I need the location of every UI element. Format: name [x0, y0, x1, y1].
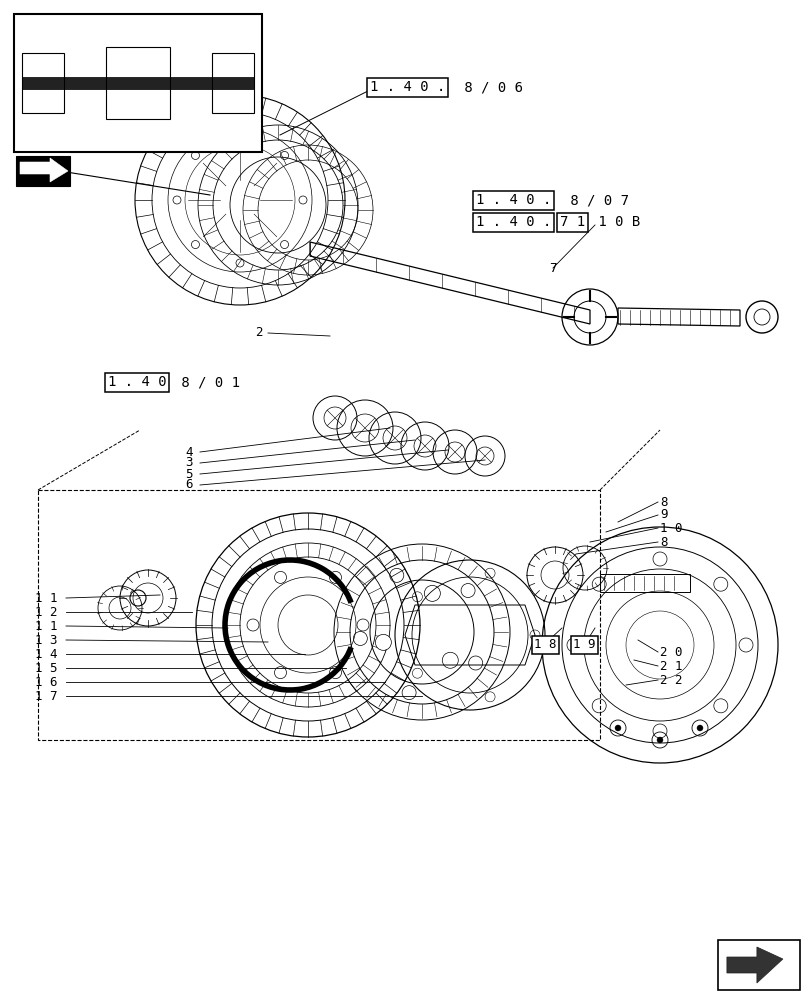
- Text: 1 5: 1 5: [35, 662, 58, 674]
- Circle shape: [424, 585, 440, 601]
- Bar: [106, 47, 169, 119]
- Text: 1 0 B: 1 0 B: [590, 215, 639, 229]
- Bar: [22, 53, 64, 113]
- Text: 7: 7: [548, 261, 556, 274]
- Text: 3: 3: [185, 456, 192, 470]
- Text: 1 . 4 0: 1 . 4 0: [108, 375, 166, 389]
- Bar: [38, 490, 599, 740]
- Text: 8: 8: [659, 495, 667, 508]
- Bar: [717, 940, 799, 990]
- Text: 1 8: 1 8: [534, 639, 556, 652]
- Text: 2: 2: [255, 326, 262, 340]
- Circle shape: [614, 725, 620, 731]
- Text: 1 4: 1 4: [35, 648, 58, 660]
- Bar: [599, 574, 689, 592]
- Circle shape: [442, 652, 457, 668]
- Text: 7 1: 7 1: [560, 215, 585, 229]
- Text: 1 . 4 0 .: 1 . 4 0 .: [475, 193, 551, 207]
- Text: 2 2: 2 2: [659, 674, 682, 686]
- Bar: [22, 77, 254, 89]
- Text: 9: 9: [659, 508, 667, 522]
- Text: 6: 6: [185, 479, 192, 491]
- Text: 1 1: 1 1: [35, 619, 58, 633]
- Text: 1 9: 1 9: [573, 639, 594, 652]
- Polygon shape: [20, 158, 68, 182]
- Text: 4: 4: [185, 446, 192, 458]
- Text: 1 7: 1 7: [35, 690, 58, 702]
- Text: 1 . 4 0 .: 1 . 4 0 .: [475, 215, 551, 229]
- Text: 8 / 0 1: 8 / 0 1: [173, 375, 240, 389]
- Bar: [16, 156, 70, 186]
- Text: 1 6: 1 6: [35, 676, 58, 688]
- Text: 5: 5: [185, 468, 192, 481]
- Circle shape: [375, 634, 391, 650]
- Text: 2 0: 2 0: [659, 646, 682, 658]
- Text: 8 / 0 7: 8 / 0 7: [561, 193, 629, 207]
- Bar: [212, 53, 254, 113]
- Text: 8 / 0 6: 8 / 0 6: [456, 80, 522, 94]
- Text: 1 . 4 0 .: 1 . 4 0 .: [370, 80, 444, 94]
- Text: 1 0: 1 0: [659, 522, 682, 534]
- Text: 1 2: 1 2: [35, 605, 58, 618]
- Circle shape: [656, 737, 663, 743]
- Text: 1 3: 1 3: [35, 634, 58, 647]
- Polygon shape: [726, 947, 782, 983]
- Text: 2 1: 2 1: [659, 660, 682, 672]
- Bar: [14, 14, 262, 152]
- Text: 8: 8: [659, 536, 667, 548]
- Text: 1 1: 1 1: [35, 591, 58, 604]
- Circle shape: [696, 725, 702, 731]
